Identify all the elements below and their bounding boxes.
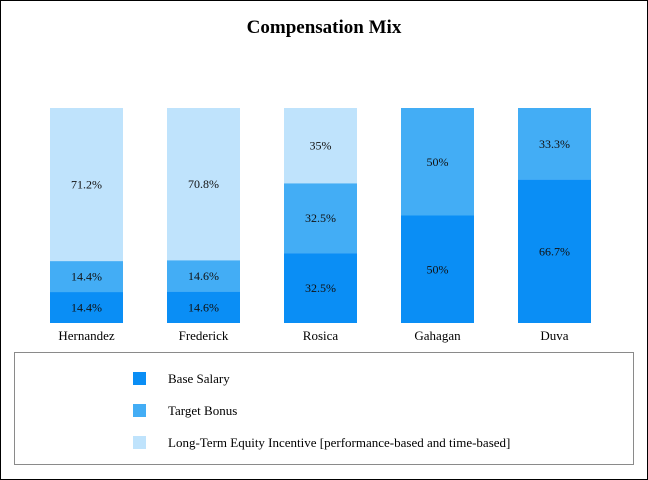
- legend-label-target-bonus: Target Bonus: [168, 403, 238, 418]
- data-label-hernandez-1: 14.4%: [71, 270, 102, 284]
- data-label-hernandez-0: 14.4%: [71, 301, 102, 315]
- data-label-frederick-2: 70.8%: [188, 177, 219, 191]
- legend-label-equity-incentive: Long-Term Equity Incentive [performance-…: [168, 435, 511, 450]
- category-label-frederick: Frederick: [179, 328, 229, 343]
- chart-title: Compensation Mix: [246, 17, 402, 38]
- data-label-gahagan-0: 50%: [427, 262, 449, 276]
- bar-gahagan-target-bonus: [401, 108, 474, 216]
- data-label-hernandez-2: 71.2%: [71, 178, 102, 192]
- bar-hernandez-base-salary: [50, 292, 123, 323]
- bar-hernandez-long-term: [50, 108, 123, 262]
- data-label-gahagan-1: 50%: [427, 155, 449, 169]
- data-label-rosica-1: 32.5%: [305, 211, 336, 225]
- bar-frederick-long-term: [167, 108, 240, 261]
- bar-duva-target-bonus: [518, 108, 591, 180]
- legend: Base Salary Target Bonus Long-Term Equit…: [14, 352, 634, 465]
- legend-label-base-salary: Base Salary: [168, 371, 230, 386]
- data-label-frederick-0: 14.6%: [188, 300, 219, 314]
- bar-rosica-long-term: [284, 108, 357, 184]
- bar-rosica-base-salary: [284, 253, 357, 323]
- bar-gahagan-base-salary: [401, 215, 474, 323]
- data-label-frederick-1: 14.6%: [188, 269, 219, 283]
- bar-duva-base-salary: [518, 179, 591, 323]
- data-label-duva-0: 66.7%: [539, 244, 570, 258]
- category-label-rosica: Rosica: [303, 328, 339, 343]
- bar-frederick-base-salary: [167, 291, 240, 323]
- legend-swatch-equity-incentive: [133, 436, 146, 449]
- bar-frederick-target-bonus: [167, 260, 240, 292]
- category-label-gahagan: Gahagan: [414, 328, 461, 343]
- bar-rosica-target-bonus: [284, 183, 357, 254]
- data-label-rosica-2: 35%: [310, 139, 332, 153]
- category-label-duva: Duva: [540, 328, 568, 343]
- stacked-bar-chart: 14.4% 14.4% 71.2% Hernandez 14.6% 14.6% 70.8% F…: [50, 108, 591, 343]
- legend-swatch-target-bonus: [133, 404, 146, 417]
- legend-swatch-base-salary: [133, 372, 146, 385]
- data-label-rosica-0: 32.5%: [305, 281, 336, 295]
- category-label-hernandez: Hernandez: [58, 328, 115, 343]
- data-label-duva-1: 33.3%: [539, 137, 570, 151]
- bar-hernandez-target-bonus: [50, 261, 123, 293]
